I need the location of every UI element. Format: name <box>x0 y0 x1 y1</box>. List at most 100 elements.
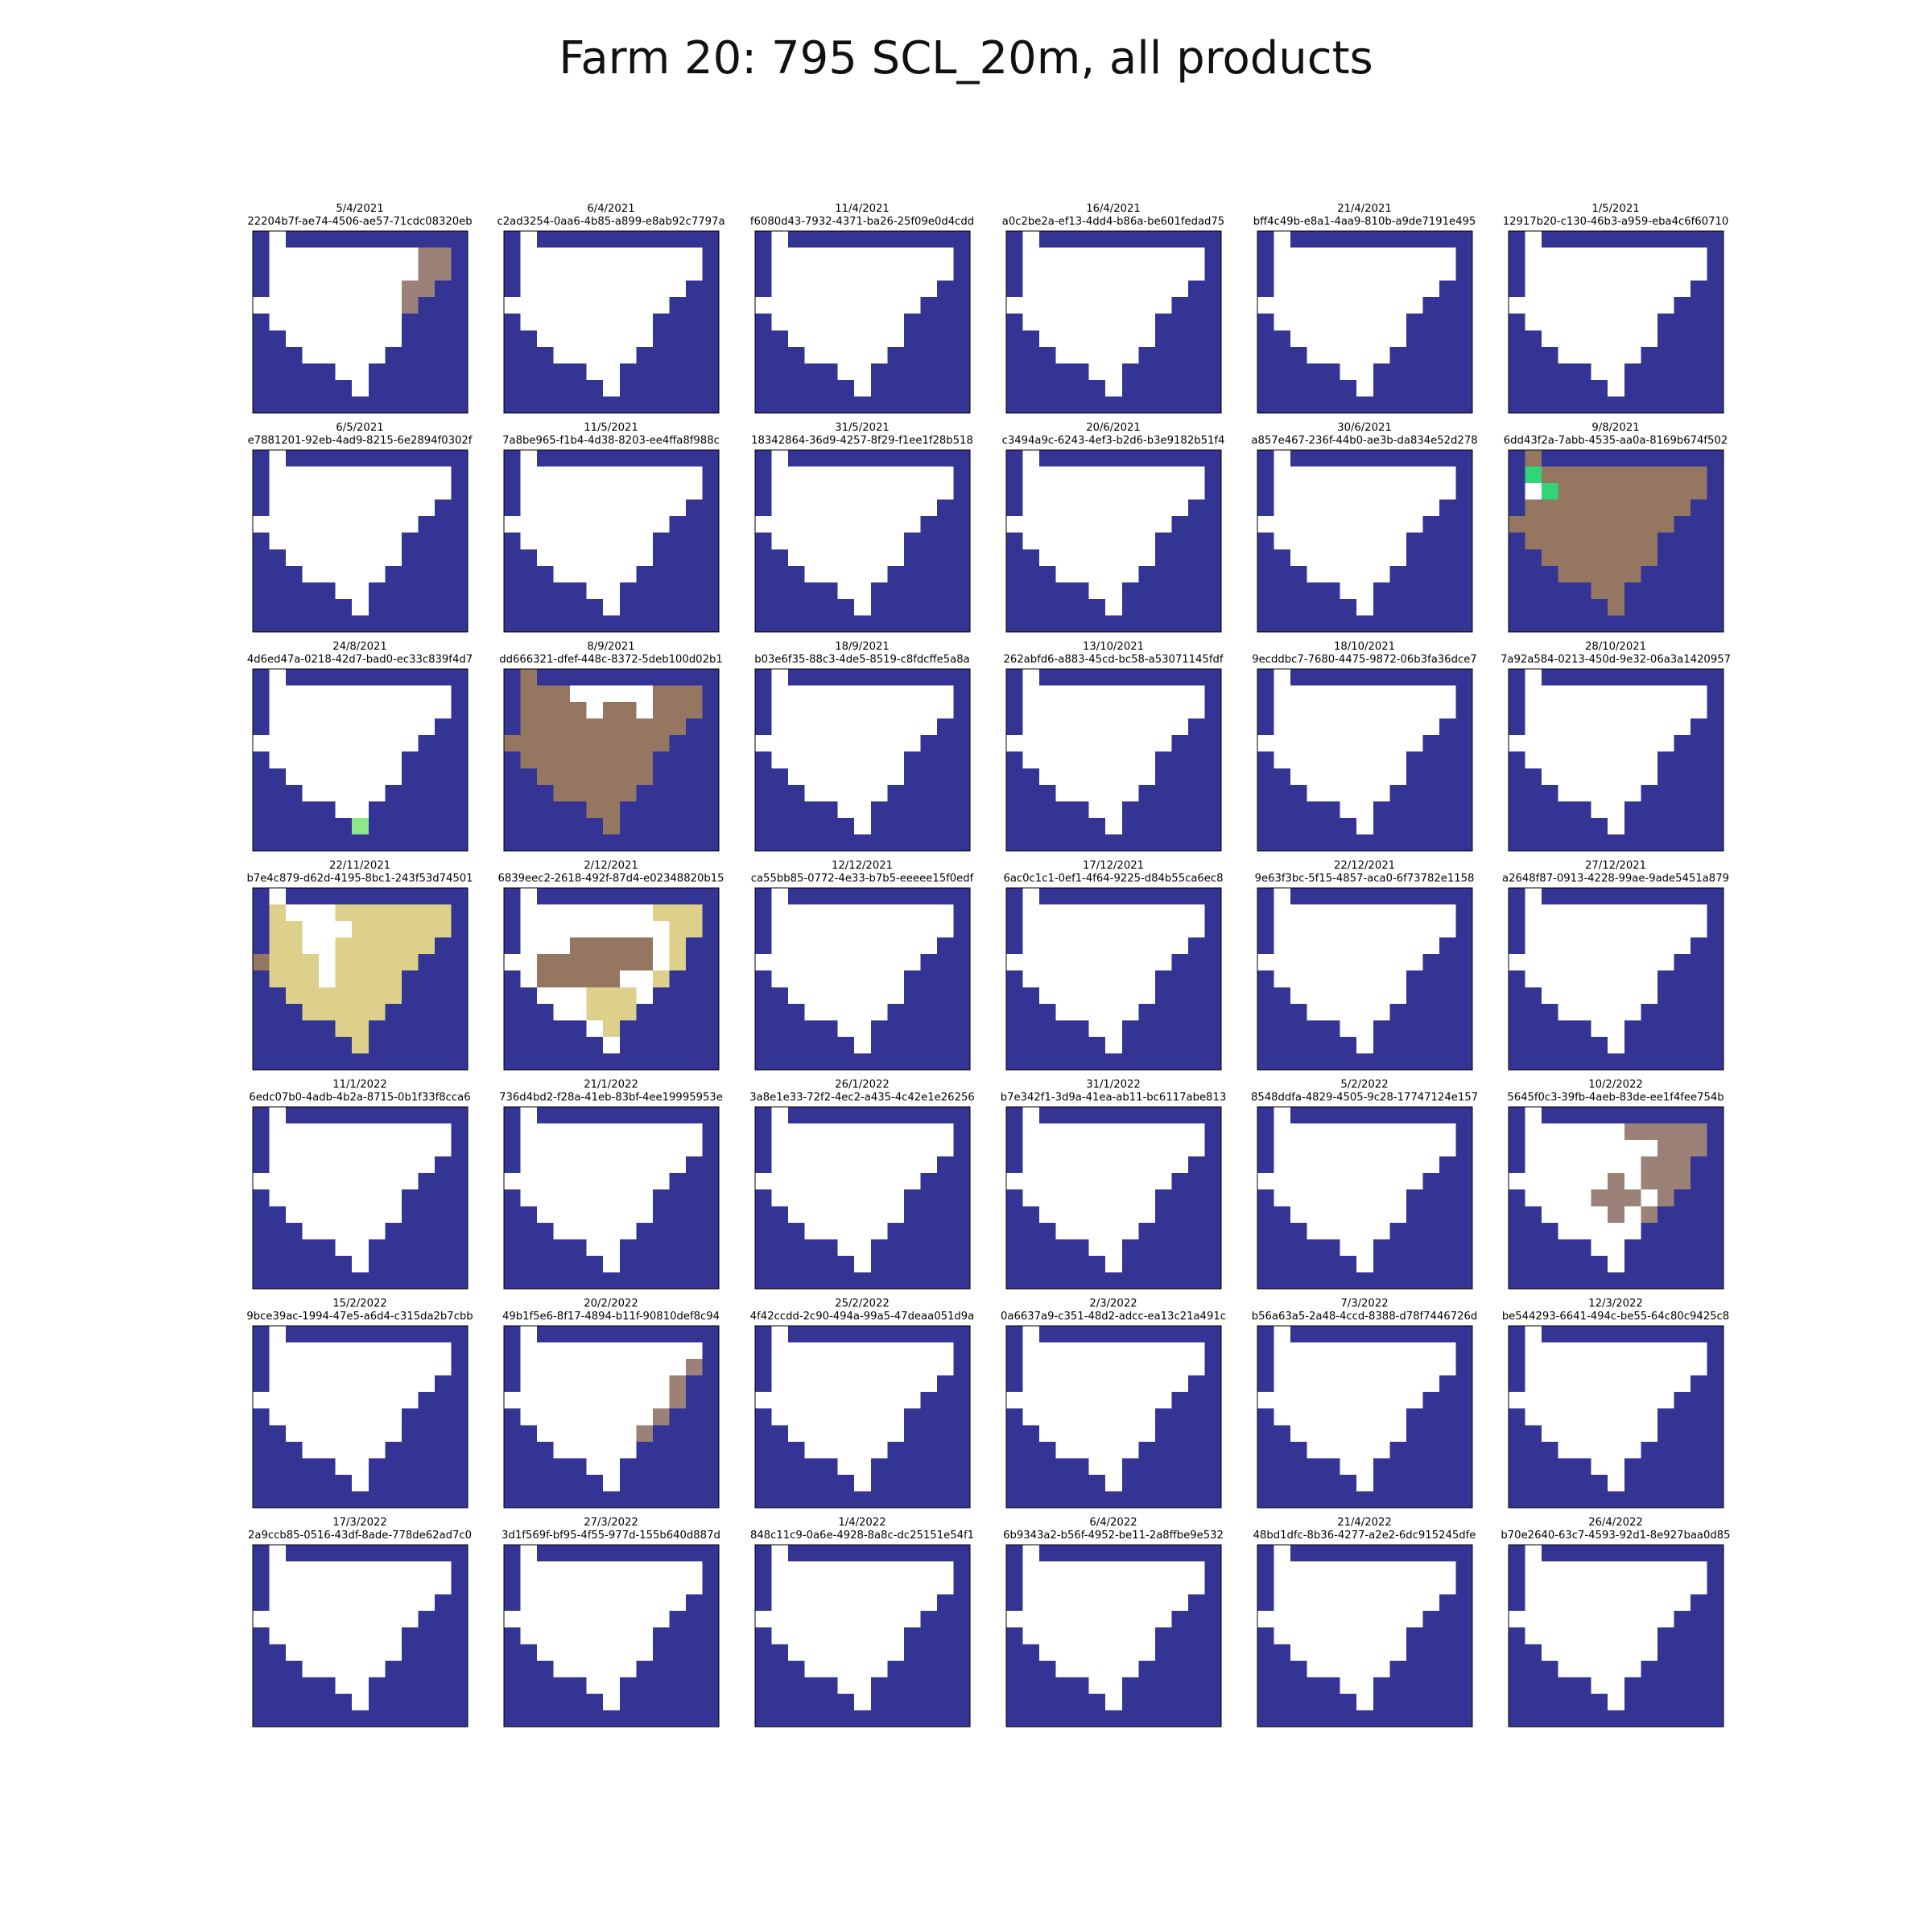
raster-pixel <box>619 1326 637 1343</box>
raster-pixel <box>352 1491 369 1509</box>
raster-pixel <box>1187 1359 1205 1376</box>
raster-pixel <box>854 264 872 281</box>
raster-pixel <box>1439 615 1456 633</box>
raster-pixel <box>1154 466 1172 484</box>
raster-pixel <box>1707 702 1724 719</box>
raster-pixel <box>1356 313 1374 331</box>
raster-pixel <box>385 970 402 988</box>
raster-pixel <box>1657 801 1674 819</box>
raster-pixel <box>755 313 772 331</box>
raster-pixel <box>434 987 452 1005</box>
raster-pixel <box>1455 1123 1473 1141</box>
raster-pixel <box>434 834 452 852</box>
raster-pixel <box>953 1474 971 1492</box>
raster-pixel <box>1072 801 1089 819</box>
raster-frame <box>503 668 720 852</box>
raster-pixel <box>1591 768 1608 786</box>
raster-pixel <box>755 1020 772 1038</box>
raster-pixel <box>520 264 538 281</box>
raster-pixel <box>401 1003 419 1021</box>
raster-pixel <box>603 396 621 414</box>
raster-pixel <box>1006 516 1023 534</box>
raster-pixel <box>1591 280 1608 298</box>
raster-pixel <box>870 1003 888 1021</box>
raster-pixel <box>1138 313 1156 331</box>
raster-pixel <box>504 801 521 819</box>
raster-pixel <box>1608 1123 1625 1141</box>
raster-pixel <box>1055 735 1073 753</box>
raster-pixel <box>1439 264 1456 281</box>
raster-pixel <box>1121 565 1139 583</box>
raster-pixel <box>553 954 571 972</box>
raster-pixel <box>1088 379 1106 397</box>
raster-pixel <box>269 1020 287 1038</box>
raster-pixel <box>1204 615 1222 633</box>
raster-pixel <box>870 297 888 315</box>
raster-pixel <box>920 1458 938 1476</box>
raster-pixel <box>1307 970 1324 988</box>
raster-pixel <box>1591 1222 1608 1240</box>
raster-pixel <box>286 937 303 955</box>
raster-pixel <box>1624 363 1641 381</box>
raster-pixel <box>319 1272 336 1290</box>
raster-pixel <box>352 297 369 315</box>
raster-pixel <box>504 1375 521 1393</box>
raster-pixel <box>1509 1173 1525 1191</box>
raster-pixel <box>586 1003 604 1021</box>
raster-pixel <box>1356 987 1374 1005</box>
raster-pixel <box>352 1189 369 1207</box>
raster-pixel <box>669 1474 687 1492</box>
raster-pixel <box>1088 751 1106 769</box>
raster-pixel <box>1373 1173 1390 1191</box>
raster-pixel <box>636 297 654 315</box>
raster-pixel <box>335 801 353 819</box>
raster-pixel <box>1290 582 1307 600</box>
raster-pixel <box>603 669 621 686</box>
raster-pixel <box>854 718 872 736</box>
raster-pixel <box>702 801 720 819</box>
raster-pixel <box>1290 904 1307 922</box>
raster-pixel <box>1356 264 1374 281</box>
raster-pixel <box>854 921 872 938</box>
raster-pixel <box>253 735 270 753</box>
raster-pixel <box>755 379 772 397</box>
raster-pixel <box>788 1173 805 1191</box>
raster-pixel <box>1707 1189 1724 1207</box>
raster-pixel <box>854 532 872 550</box>
panel-product-id: 262abfd6-a883-45cd-bc58-a53071145fdf <box>1003 654 1224 666</box>
raster-pixel <box>1039 817 1056 835</box>
raster-pixel <box>368 1425 386 1443</box>
raster-pixel <box>385 768 402 786</box>
raster-pixel <box>755 1222 772 1240</box>
raster-pixel <box>1422 921 1440 938</box>
raster-pixel <box>702 768 720 786</box>
raster-pixel <box>1439 598 1456 616</box>
raster-pixel <box>821 379 838 397</box>
raster-pixel <box>619 1020 637 1038</box>
raster-pixel <box>1439 247 1456 265</box>
raster-pixel <box>788 466 805 484</box>
scl-raster <box>1257 887 1473 1071</box>
raster-pixel <box>286 330 303 348</box>
raster-pixel <box>1542 280 1558 298</box>
raster-pixel <box>854 685 872 703</box>
raster-frame <box>754 449 971 633</box>
raster-pixel <box>1591 1239 1608 1257</box>
raster-pixel <box>702 751 720 769</box>
raster-pixel <box>636 1107 654 1124</box>
raster-pixel <box>368 1359 386 1376</box>
raster-pixel <box>520 1123 538 1141</box>
raster-pixel <box>903 954 921 972</box>
raster-pixel <box>1274 313 1291 331</box>
map-panel: 5/2/2022 8548ddfa-4829-4505-9c28-17747124… <box>1240 1079 1489 1298</box>
raster-pixel <box>1323 702 1340 719</box>
raster-pixel <box>1455 1255 1473 1273</box>
raster-pixel <box>771 1003 789 1021</box>
raster-pixel <box>1657 297 1674 315</box>
raster-pixel <box>1340 379 1357 397</box>
raster-pixel <box>953 669 971 686</box>
raster-pixel <box>1006 565 1023 583</box>
raster-pixel <box>1307 669 1324 686</box>
raster-pixel <box>953 1441 971 1459</box>
raster-pixel <box>1274 834 1291 852</box>
